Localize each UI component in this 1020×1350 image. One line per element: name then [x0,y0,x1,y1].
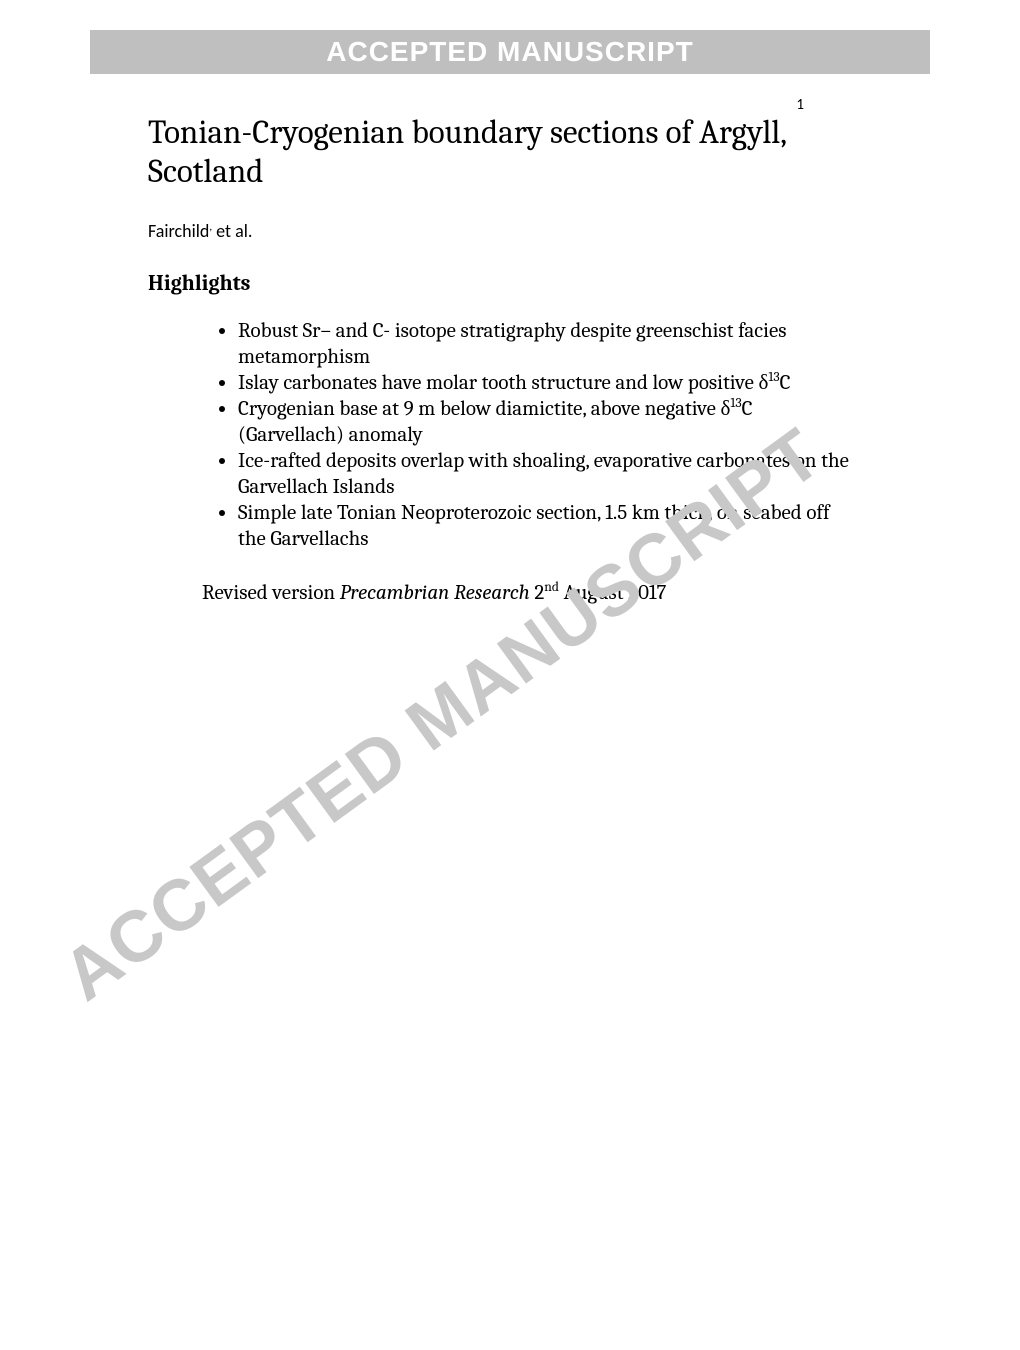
hl-text: Islay carbonates have molar tooth struct… [238,371,768,395]
authors-line: Fairchild, et al. [148,220,860,242]
list-item: Ice-rafted deposits overlap with shoalin… [238,448,860,500]
page-number: 1 [796,96,804,114]
revised-sup: nd [544,580,559,595]
list-item: Cryogenian base at 9 m below diamictite,… [238,396,860,448]
hl-text: Simple late Tonian Neoproterozoic sectio… [238,501,830,551]
highlights-header: Highlights [148,270,860,296]
hl-post: C [780,371,791,395]
hl-text: Cryogenian base at 9 m below diamictite,… [238,397,730,421]
list-item: Simple late Tonian Neoproterozoic sectio… [238,500,860,552]
revised-suffix: August 2017 [559,581,666,605]
revised-line: Revised version Precambrian Research 2nd… [202,580,860,605]
list-item: Robust Sr– and C- isotope stratigraphy d… [238,318,860,370]
paper-title: Tonian-Cryogenian boundary sections of A… [148,114,860,192]
revised-prefix: Revised version [202,581,340,605]
list-item: Islay carbonates have molar tooth struct… [238,370,860,396]
hl-sup: 13 [768,370,779,385]
revised-gap: 2 [530,581,545,605]
authors-prefix: Fairchild [148,220,209,242]
journal-name: Precambrian Research [340,581,530,605]
accepted-banner: ACCEPTED MANUSCRIPT [90,30,930,74]
authors-suffix: et al. [212,220,252,242]
highlights-list: Robust Sr– and C- isotope stratigraphy d… [148,318,860,552]
hl-text: Robust Sr– and C- isotope stratigraphy d… [238,319,786,369]
page-content: Tonian-Cryogenian boundary sections of A… [148,114,860,605]
hl-sup: 13 [730,396,741,411]
hl-text: Ice-rafted deposits overlap with shoalin… [238,449,849,499]
